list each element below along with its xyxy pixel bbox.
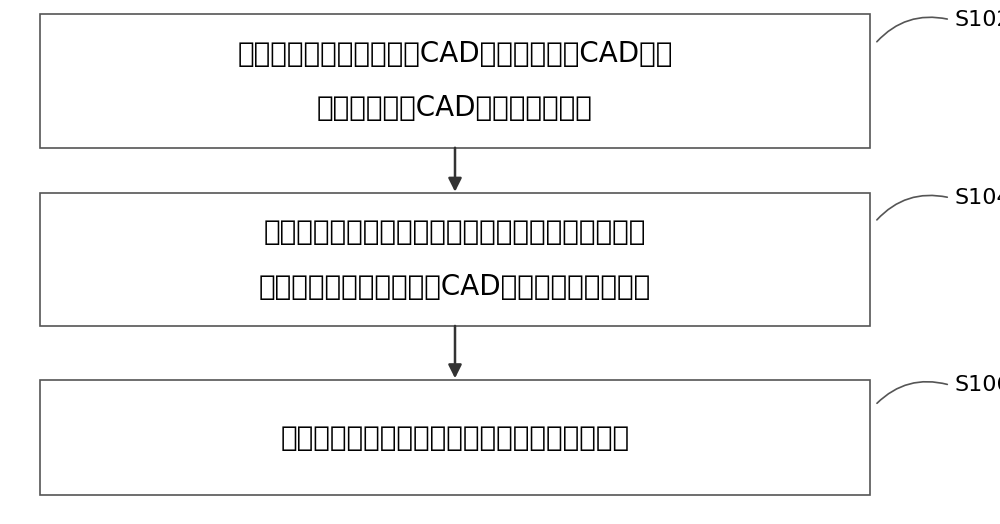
Text: S102: S102	[955, 9, 1000, 30]
Text: 所包含的各个CAD零件的属性参数: 所包含的各个CAD零件的属性参数	[317, 94, 593, 123]
Text: S106: S106	[955, 375, 1000, 395]
Bar	[40, 14, 870, 148]
Bar	[40, 192, 870, 326]
Text: S104: S104	[955, 188, 1000, 208]
Text: 获取目标机械部件对应的CAD数模，并解析CAD数模: 获取目标机械部件对应的CAD数模，并解析CAD数模	[237, 40, 673, 68]
Text: 基于抽象数模执行目标机械部件的参数处理操作: 基于抽象数模执行目标机械部件的参数处理操作	[280, 423, 630, 452]
Text: 象零件库和属性参数建立CAD数模对应的抽象数模: 象零件库和属性参数建立CAD数模对应的抽象数模	[259, 272, 651, 301]
Bar	[40, 380, 870, 495]
Text: 如果属性参数包括可变尺寸参数，根据预先构建的抽: 如果属性参数包括可变尺寸参数，根据预先构建的抽	[264, 218, 646, 246]
